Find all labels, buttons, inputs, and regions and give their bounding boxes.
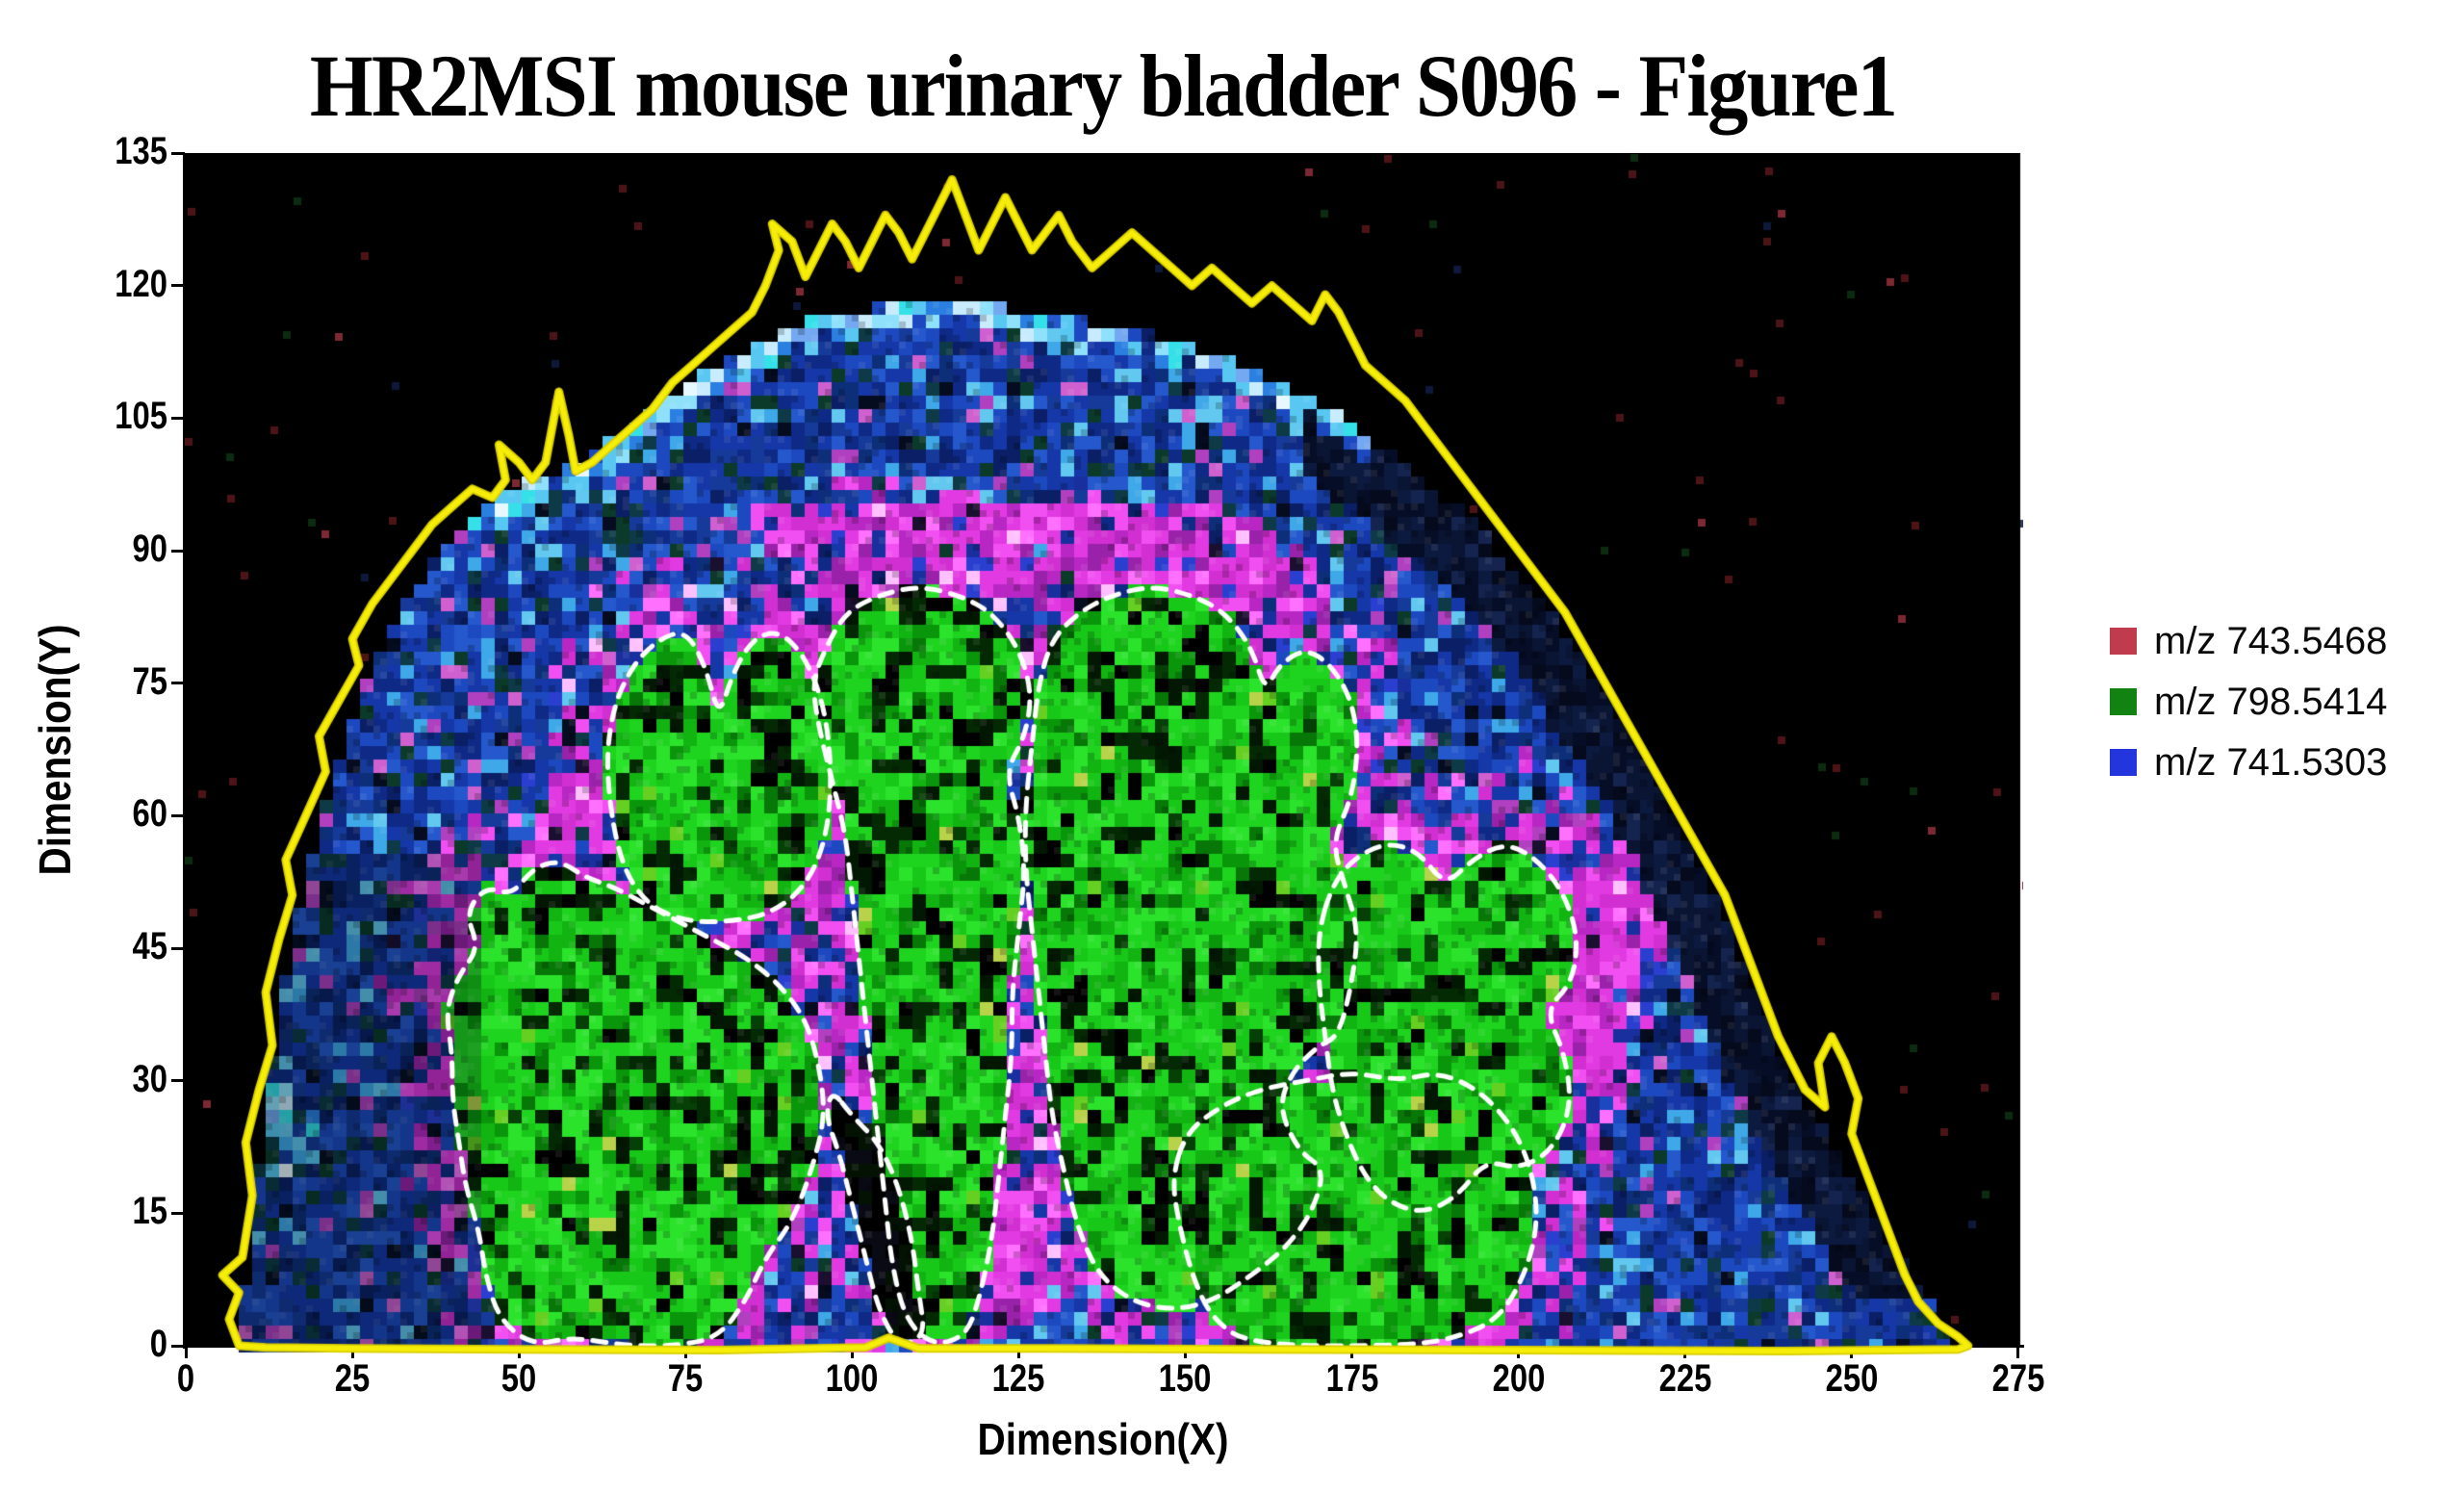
legend-item: m/z 741.5303 <box>2110 740 2388 784</box>
y-tick-label: 120 <box>115 262 167 305</box>
y-tick-label: 60 <box>132 792 167 836</box>
legend-item: m/z 798.5414 <box>2110 680 2388 723</box>
y-axis-title: Dimension(Y) <box>30 624 80 876</box>
y-tick-mark <box>171 813 185 817</box>
y-tick-label: 30 <box>132 1057 167 1100</box>
legend: m/z 743.5468 m/z 798.5414 m/z 741.5303 <box>2110 619 2388 803</box>
legend-item-label: m/z 798.5414 <box>2154 680 2388 723</box>
y-tick-mark <box>171 682 185 685</box>
y-tick-mark <box>171 1211 185 1215</box>
y-tick-mark <box>171 416 185 420</box>
y-tick-mark <box>171 151 185 155</box>
y-tick-label: 90 <box>132 528 167 571</box>
legend-item-label: m/z 741.5303 <box>2154 740 2388 784</box>
y-tick-label: 0 <box>149 1323 167 1365</box>
y-tick-mark <box>171 946 185 950</box>
x-axis-title: Dimension(X) <box>977 1414 1229 1464</box>
x-tick-label: 0 <box>176 1357 195 1400</box>
y-tick-mark <box>171 1344 185 1348</box>
y-tick-label: 105 <box>115 395 167 438</box>
y-tick-label: 75 <box>132 659 167 703</box>
msi-image-canvas <box>185 153 2023 1368</box>
y-tick-label: 135 <box>115 130 167 173</box>
legend-item-label: m/z 743.5468 <box>2154 619 2388 662</box>
y-tick-label: 45 <box>132 925 167 968</box>
y-axis-line <box>183 153 186 1349</box>
y-tick-mark <box>171 284 185 288</box>
figure-title: HR2MSI mouse urinary bladder S096 - Figu… <box>309 37 1898 135</box>
legend-swatch-blue-icon <box>2110 749 2137 776</box>
y-tick-mark <box>171 1079 185 1083</box>
y-tick-mark <box>171 549 185 553</box>
legend-item: m/z 743.5468 <box>2110 619 2388 662</box>
y-tick-label: 15 <box>132 1190 167 1233</box>
legend-swatch-red-icon <box>2110 628 2137 655</box>
legend-swatch-green-icon <box>2110 688 2137 715</box>
